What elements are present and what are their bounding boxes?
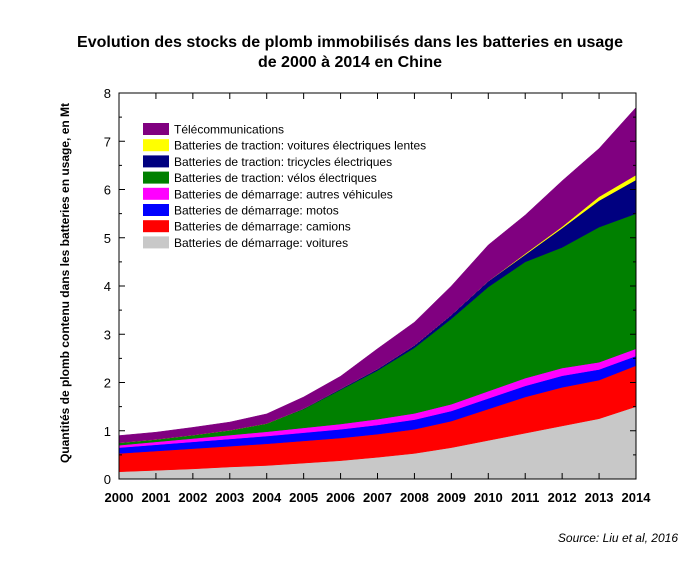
x-tick-label: 2011 xyxy=(511,490,539,505)
legend-swatch xyxy=(143,139,169,152)
y-tick-label: 5 xyxy=(104,231,111,246)
legend-label: Batteries de traction: voitures électriq… xyxy=(174,139,426,153)
legend-label: Batteries de démarrage: motos xyxy=(174,204,339,218)
y-tick-label: 3 xyxy=(104,327,111,342)
source-note: Source: Liu et al, 2016 xyxy=(557,531,678,545)
x-tick-label: 2004 xyxy=(252,490,282,505)
legend: Télécommunications Batteries de traction:… xyxy=(143,123,426,250)
legend-label: Batteries de traction: tricycles électri… xyxy=(174,155,392,169)
legend-swatch xyxy=(143,187,169,200)
y-tick-label: 8 xyxy=(104,86,111,101)
x-tick-label: 2003 xyxy=(215,490,244,505)
x-tick-label: 2009 xyxy=(437,490,466,505)
y-axis-label: Quantités de plomb contenu dans les batt… xyxy=(58,103,72,463)
legend-swatch xyxy=(143,171,169,184)
x-tick-label: 2005 xyxy=(289,490,318,505)
x-tick-label: 2007 xyxy=(363,490,392,505)
y-tick-label: 6 xyxy=(104,183,111,198)
x-tick-label: 2008 xyxy=(400,490,429,505)
legend-label: Batteries de démarrage: autres véhicules xyxy=(174,187,393,201)
legend-label: Télécommunications xyxy=(174,123,284,137)
x-tick-label: 2012 xyxy=(548,490,577,505)
legend-label: Batteries de démarrage: camions xyxy=(174,220,351,234)
y-tick-label: 7 xyxy=(104,134,111,149)
x-tick-label: 2002 xyxy=(178,490,207,505)
legend-swatch xyxy=(143,220,169,233)
x-tick-label: 2001 xyxy=(141,490,170,505)
legend-swatch xyxy=(143,155,169,168)
chart-title-line-1: Evolution des stocks de plomb immobilisé… xyxy=(77,34,623,51)
x-tick-label: 2006 xyxy=(326,490,355,505)
legend-label: Batteries de traction: vélos électriques xyxy=(174,171,377,185)
x-tick-label: 2013 xyxy=(585,490,614,505)
x-tick-label: 2010 xyxy=(474,490,503,505)
legend-swatch xyxy=(143,204,169,216)
x-tick-label: 2000 xyxy=(105,490,134,505)
x-tick-label: 2014 xyxy=(622,490,652,505)
legend-swatch xyxy=(143,123,169,135)
legend-label: Batteries de démarrage: voitures xyxy=(174,236,348,250)
axes: 0 1 2 3 4 5 6 7 8 2000 2001 2002 2003 2004 2005 2006 200… xyxy=(104,86,651,505)
y-tick-label: 4 xyxy=(104,279,111,294)
legend-swatch xyxy=(143,236,169,249)
chart-title-line-2: de 2000 à 2014 en Chine xyxy=(257,54,443,71)
y-tick-label: 1 xyxy=(104,424,111,439)
y-tick-label: 2 xyxy=(104,376,111,391)
y-tick-label: 0 xyxy=(104,472,111,487)
